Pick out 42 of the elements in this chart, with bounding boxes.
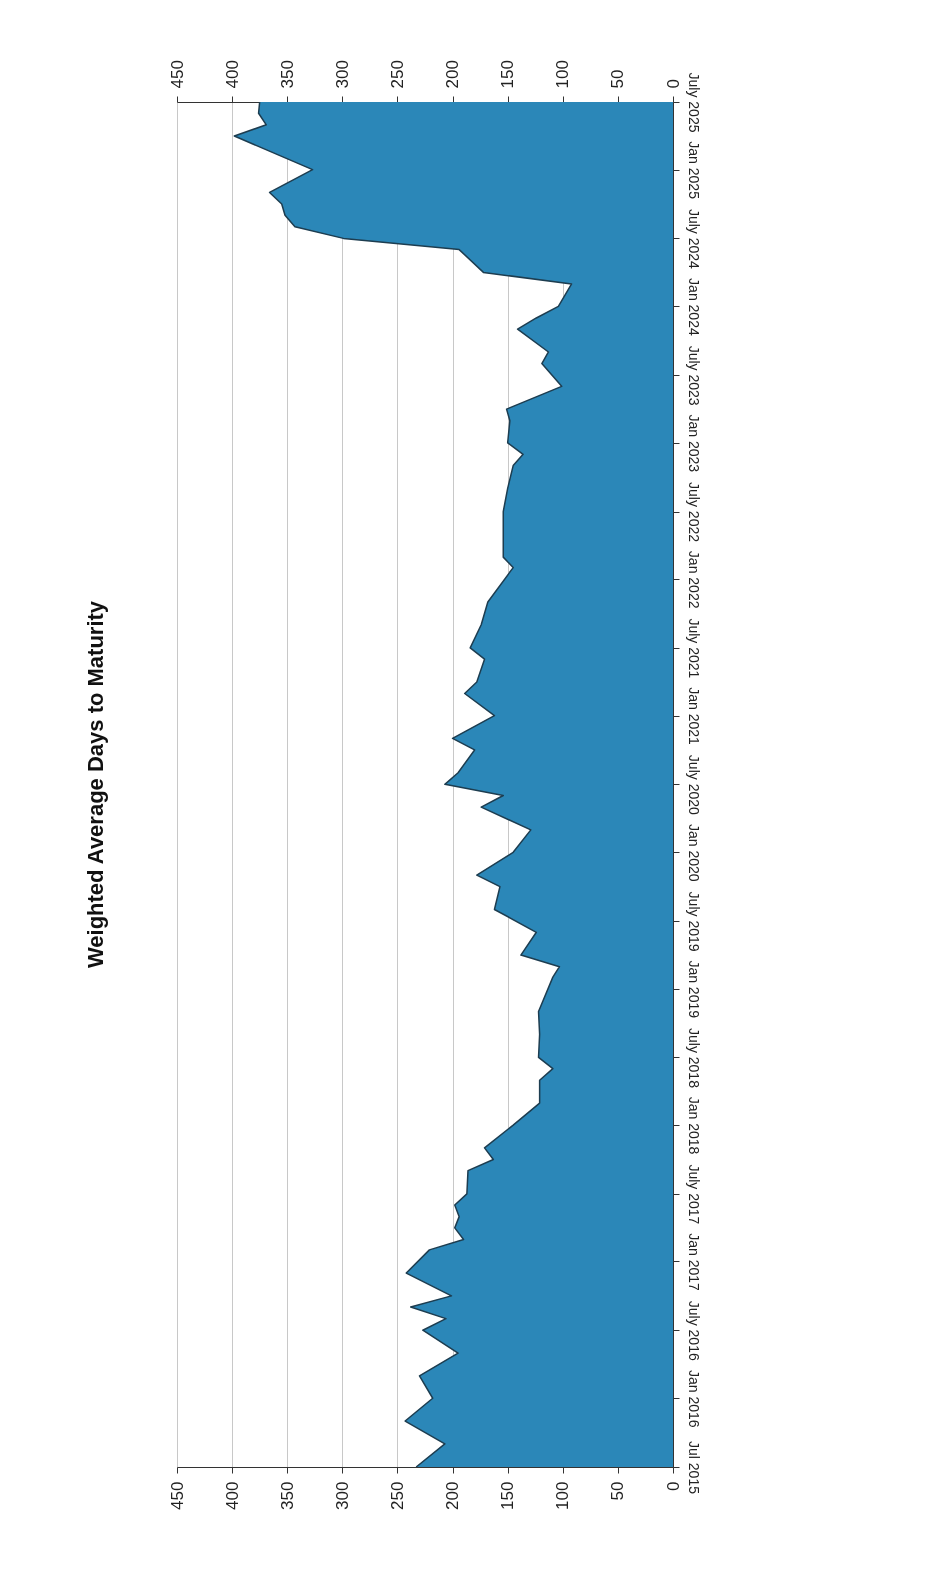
x2-tick-label: 300 bbox=[332, 1481, 352, 1510]
x2-tick-label: 0 bbox=[663, 1481, 683, 1491]
x2-tick-label: 100 bbox=[553, 1481, 573, 1510]
y-tick-label: Jan 2019 bbox=[685, 960, 702, 1019]
y-tick-label: July 2022 bbox=[685, 482, 702, 543]
text: Weighted Average Days to Maturity bbox=[83, 600, 108, 969]
y-tick-label: July 2019 bbox=[685, 891, 702, 952]
y-tick-label: July 2021 bbox=[685, 618, 702, 679]
y-tick-label: July 2020 bbox=[685, 754, 702, 815]
x-tick-label: 100 bbox=[553, 60, 573, 89]
x2-tick-label: 150 bbox=[498, 1481, 518, 1510]
y-tick-label: Jan 2017 bbox=[685, 1233, 702, 1291]
y-tick-label: Jan 2021 bbox=[685, 687, 702, 746]
x-tick-label: 150 bbox=[498, 60, 518, 89]
y-tick-label: July 2017 bbox=[685, 1164, 702, 1225]
x-tick-label: 350 bbox=[277, 60, 297, 89]
y-tick-label: Jan 2022 bbox=[685, 550, 702, 609]
x2-tick-label: 50 bbox=[608, 1481, 628, 1501]
y-tick-label: Jan 2025 bbox=[685, 141, 702, 200]
x-tick-label: 50 bbox=[608, 69, 628, 89]
y-tick-label: July 2018 bbox=[685, 1027, 702, 1089]
x2-tick-label: 200 bbox=[443, 1481, 463, 1510]
x-tick-label: 250 bbox=[387, 60, 407, 89]
y-tick-label: Jan 2023 bbox=[685, 414, 702, 473]
y-tick-label: Jan 2020 bbox=[685, 824, 702, 882]
x-tick-label: 200 bbox=[443, 60, 463, 89]
y-tick-label: July 2024 bbox=[685, 208, 702, 270]
x2-tick-label: 350 bbox=[277, 1481, 297, 1510]
x-tick-label: 0 bbox=[663, 79, 683, 89]
x-tick-label: 300 bbox=[332, 60, 352, 89]
y-tick-label: Jan 2016 bbox=[685, 1369, 702, 1428]
x2-tick-label: 450 bbox=[167, 1481, 187, 1510]
x-tick-label: 450 bbox=[167, 60, 187, 89]
y-tick-label: July 2025 bbox=[685, 72, 702, 133]
y-tick-label: July 2016 bbox=[685, 1300, 702, 1361]
x2-tick-label: 250 bbox=[387, 1481, 407, 1510]
x-tick-label: 400 bbox=[222, 60, 242, 89]
y-tick-label: Jul 2015 bbox=[685, 1441, 702, 1495]
y-tick-label: Jan 2018 bbox=[685, 1096, 702, 1155]
x2-tick-label: 400 bbox=[222, 1481, 242, 1510]
y-tick-label: July 2023 bbox=[685, 345, 702, 406]
y-tick-label: Jan 2024 bbox=[685, 278, 702, 336]
